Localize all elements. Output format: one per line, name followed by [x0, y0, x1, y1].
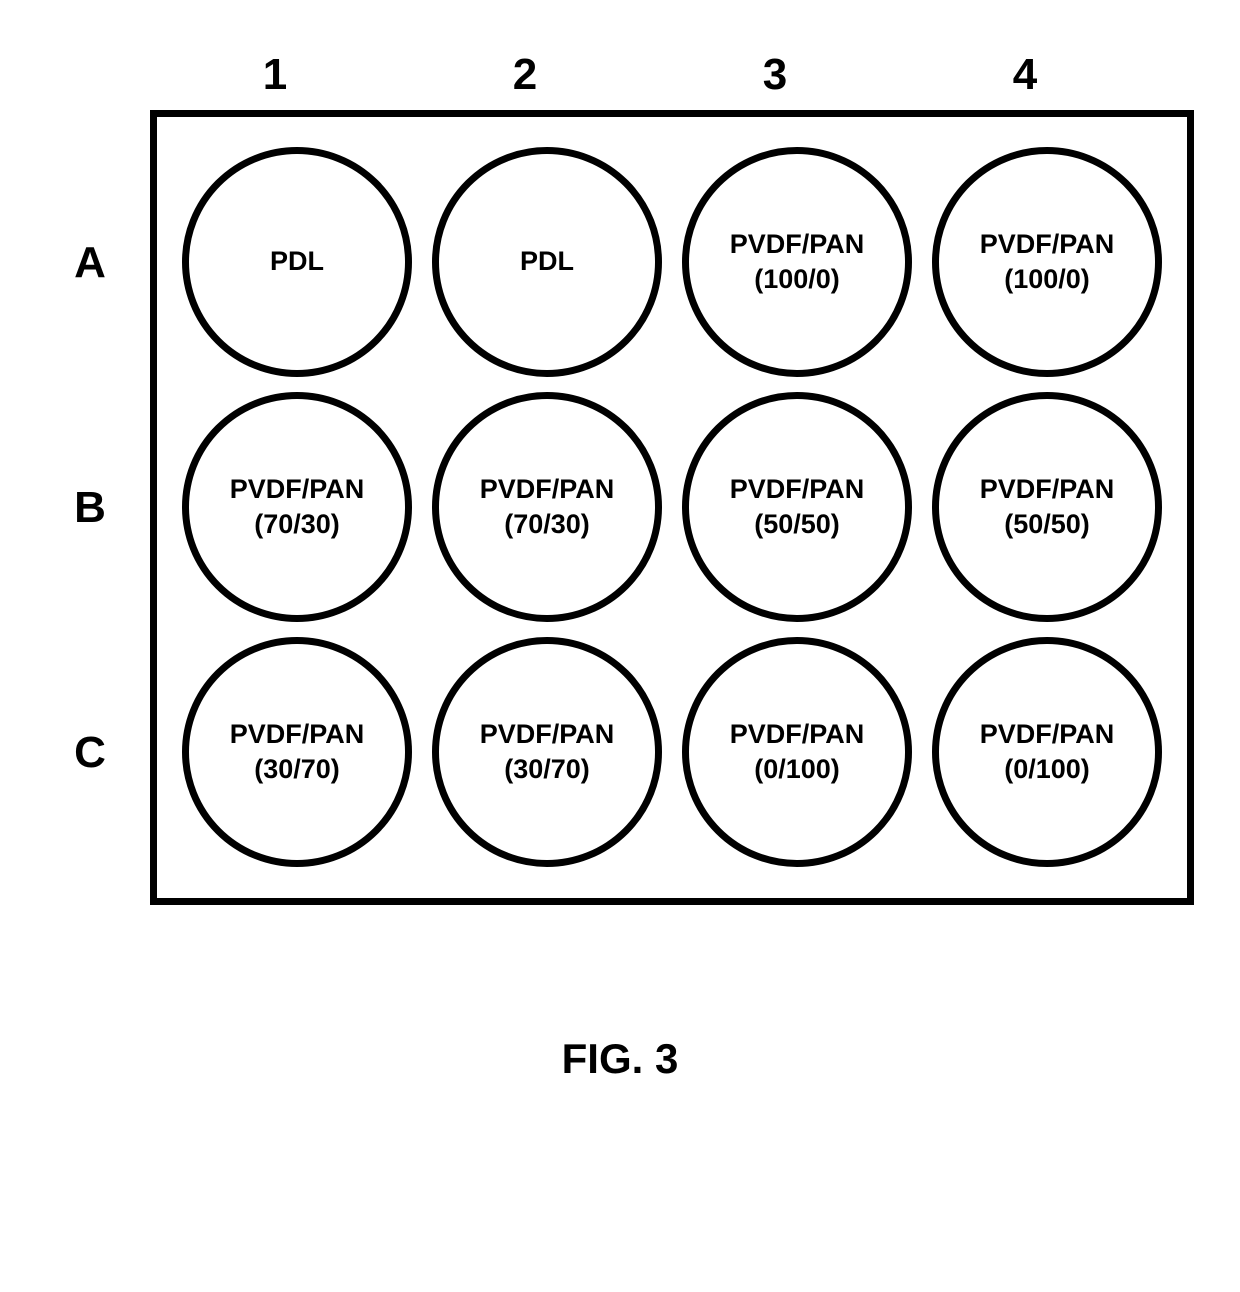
well-b1: PVDF/PAN (70/30) [182, 392, 412, 622]
plate-border: PDL PDL PVDF/PAN (100/0) PVDF/PAN (100/0… [150, 110, 1194, 905]
rows-container: A B C PDL PDL [50, 110, 1190, 905]
well-c4: PVDF/PAN (0/100) [932, 637, 1162, 867]
well-c2: PVDF/PAN (30/70) [432, 637, 662, 867]
row-label-a: A [50, 140, 130, 385]
well-b2: PVDF/PAN (70/30) [432, 392, 662, 622]
well-b4: PVDF/PAN (50/50) [932, 392, 1162, 622]
column-headers: 1 2 3 4 [150, 50, 1190, 100]
col-header-4: 4 [900, 50, 1150, 100]
row-labels: A B C [50, 110, 130, 905]
well-a1: PDL [182, 147, 412, 377]
well-row-b: PVDF/PAN (70/30) PVDF/PAN (70/30) PVDF/P… [172, 392, 1172, 622]
well-row-a: PDL PDL PVDF/PAN (100/0) PVDF/PAN (100/0… [172, 147, 1172, 377]
well-c3: PVDF/PAN (0/100) [682, 637, 912, 867]
well-plate-diagram: 1 2 3 4 A B C PDL [30, 30, 1210, 1083]
figure-caption: FIG. 3 [562, 1035, 679, 1083]
row-label-c: C [50, 630, 130, 875]
well-b3: PVDF/PAN (50/50) [682, 392, 912, 622]
col-header-3: 3 [650, 50, 900, 100]
row-label-b: B [50, 385, 130, 630]
grid-area: 1 2 3 4 A B C PDL [50, 50, 1190, 905]
well-a4: PVDF/PAN (100/0) [932, 147, 1162, 377]
well-c1: PVDF/PAN (30/70) [182, 637, 412, 867]
well-a3: PVDF/PAN (100/0) [682, 147, 912, 377]
well-row-c: PVDF/PAN (30/70) PVDF/PAN (30/70) PVDF/P… [172, 637, 1172, 867]
col-header-2: 2 [400, 50, 650, 100]
col-header-1: 1 [150, 50, 400, 100]
well-a2: PDL [432, 147, 662, 377]
